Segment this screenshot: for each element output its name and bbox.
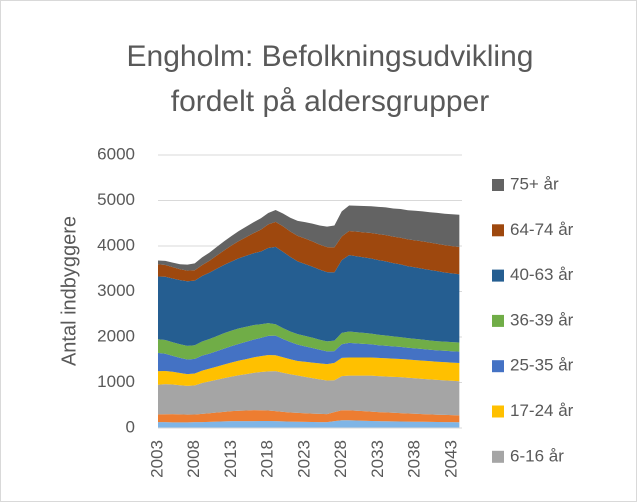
area: [158, 354, 460, 386]
area: [158, 221, 460, 282]
y-tick-label: 2000: [97, 326, 135, 345]
area: [158, 410, 460, 423]
legend-label: 6-16 år: [510, 446, 564, 465]
chart-title: fordelt på aldersgrupper: [171, 85, 490, 118]
legend-swatch: [492, 269, 504, 282]
y-tick-label: 0: [126, 417, 135, 436]
legend-label: 40-63 år: [510, 265, 574, 284]
chart-title: Engholm: Befolkningsudvikling: [127, 40, 534, 73]
area: [158, 335, 460, 375]
y-tick-label: 5000: [97, 190, 135, 209]
area: [158, 420, 460, 428]
legend-label: 75+ år: [510, 174, 559, 193]
legend-swatch: [492, 224, 504, 237]
area: [158, 371, 460, 416]
x-tick-label: 2023: [294, 440, 313, 478]
legend-swatch: [492, 314, 504, 327]
legend-label: 36-39 år: [510, 310, 574, 329]
legend-label: 17-24 år: [510, 401, 574, 420]
x-tick-label: 2003: [147, 440, 166, 478]
legend-swatch: [492, 450, 504, 463]
area: [158, 323, 460, 360]
legend-label: 64-74 år: [510, 220, 574, 239]
legend-swatch: [492, 179, 504, 191]
y-tick-label: 1000: [97, 372, 135, 391]
y-tick-label: 4000: [97, 235, 135, 254]
x-tick-label: 2018: [258, 440, 277, 478]
x-tick-label: 2038: [405, 440, 424, 478]
x-tick-label: 2033: [368, 440, 387, 478]
area: [158, 246, 460, 346]
y-tick-label: 6000: [97, 144, 135, 163]
legend-swatch: [492, 405, 504, 418]
x-tick-label: 2013: [221, 440, 240, 478]
x-tick-label: 2008: [184, 440, 203, 478]
area: [158, 205, 460, 271]
legend-label: 25-35 år: [510, 356, 574, 375]
y-axis-title: Antal indbyggere: [58, 216, 80, 366]
y-tick-label: 3000: [97, 281, 135, 300]
x-tick-label: 2043: [441, 440, 460, 478]
x-tick-label: 2028: [331, 440, 350, 478]
legend-swatch: [492, 360, 504, 373]
